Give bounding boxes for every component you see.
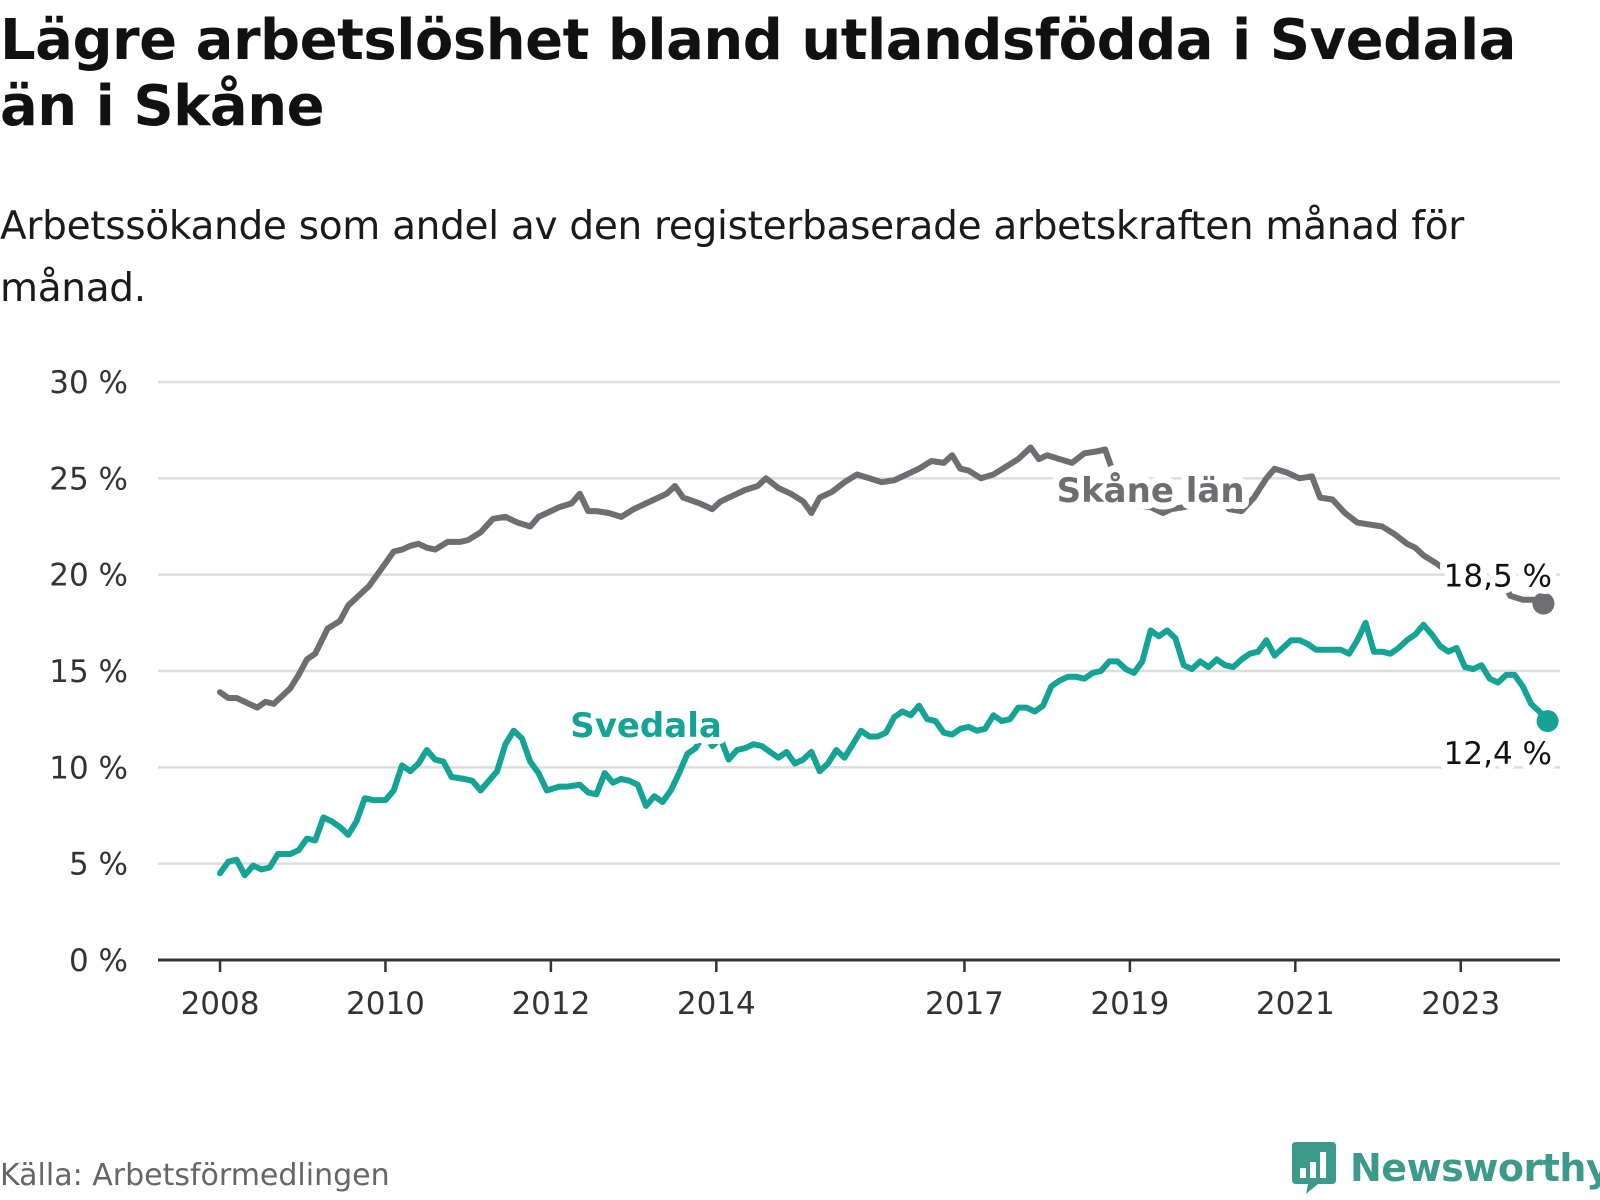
y-tick-label: 20 % (49, 558, 128, 594)
x-tick-label: 2021 (1256, 986, 1335, 1022)
series-halo (220, 448, 1544, 708)
source-note: Källa: Arbetsförmedlingen (0, 1158, 390, 1193)
svedala-line (217, 619, 1551, 879)
x-tick-label: 2008 (181, 986, 260, 1022)
y-tick-label: 0 % (69, 943, 128, 979)
series-lines (217, 444, 1559, 879)
x-tick-label: 2012 (511, 986, 590, 1022)
brand-name: Newsworthy (1350, 1146, 1600, 1190)
skane-end-point (1532, 592, 1555, 615)
svedala-series-label: Svedala (570, 706, 722, 746)
x-tick-label: 2019 (1090, 986, 1169, 1022)
line-chart: 0 %5 %10 %15 %20 %25 %30 % 2008 2010 2012 2… (49, 365, 1560, 1022)
y-tick-label: 5 % (69, 847, 128, 883)
svedala-end-point (1536, 710, 1559, 733)
brand-logo: Newsworthy (1290, 1140, 1600, 1196)
y-tick-label: 30 % (49, 365, 128, 401)
y-tick-label: 10 % (49, 750, 128, 786)
x-tick-label: 2014 (677, 986, 756, 1022)
svedala-end-label: 12,4 % (1444, 736, 1552, 772)
x-tick-label: 2010 (346, 986, 425, 1022)
x-tick-label: 2023 (1421, 986, 1500, 1022)
y-tick-label: 25 % (49, 461, 128, 497)
skane-line (217, 444, 1547, 711)
svedala-series-label-halo: Svedala (570, 706, 722, 746)
chart-subtitle: Arbetssökande som andel av den registerb… (0, 204, 1465, 311)
grid-lines (158, 380, 1560, 865)
y-axis-ticks: 0 % 5 % 10 % 15 % 20 % 25 % 30 % (49, 365, 128, 979)
x-tick-label: 2017 (925, 986, 1004, 1022)
skane-end-label: 18,5 % (1444, 559, 1552, 595)
skane-series-label: Skåne län (1057, 471, 1245, 511)
newsworthy-logo-icon (1292, 1142, 1336, 1194)
skane-end-label-halo: 18,5 % (1444, 559, 1552, 595)
series-halo (220, 623, 1548, 875)
svedala-end-label-halo: 12,4 % (1444, 736, 1552, 772)
y-tick-label: 15 % (49, 654, 128, 690)
chart-title: Lägre arbetslöshet bland utlandsfödda i … (0, 8, 1516, 139)
skane-series-label-halo: Skåne län (1057, 471, 1245, 511)
x-axis: 2008 2010 2012 2014 2017 2019 2021 2023 (158, 958, 1560, 1022)
